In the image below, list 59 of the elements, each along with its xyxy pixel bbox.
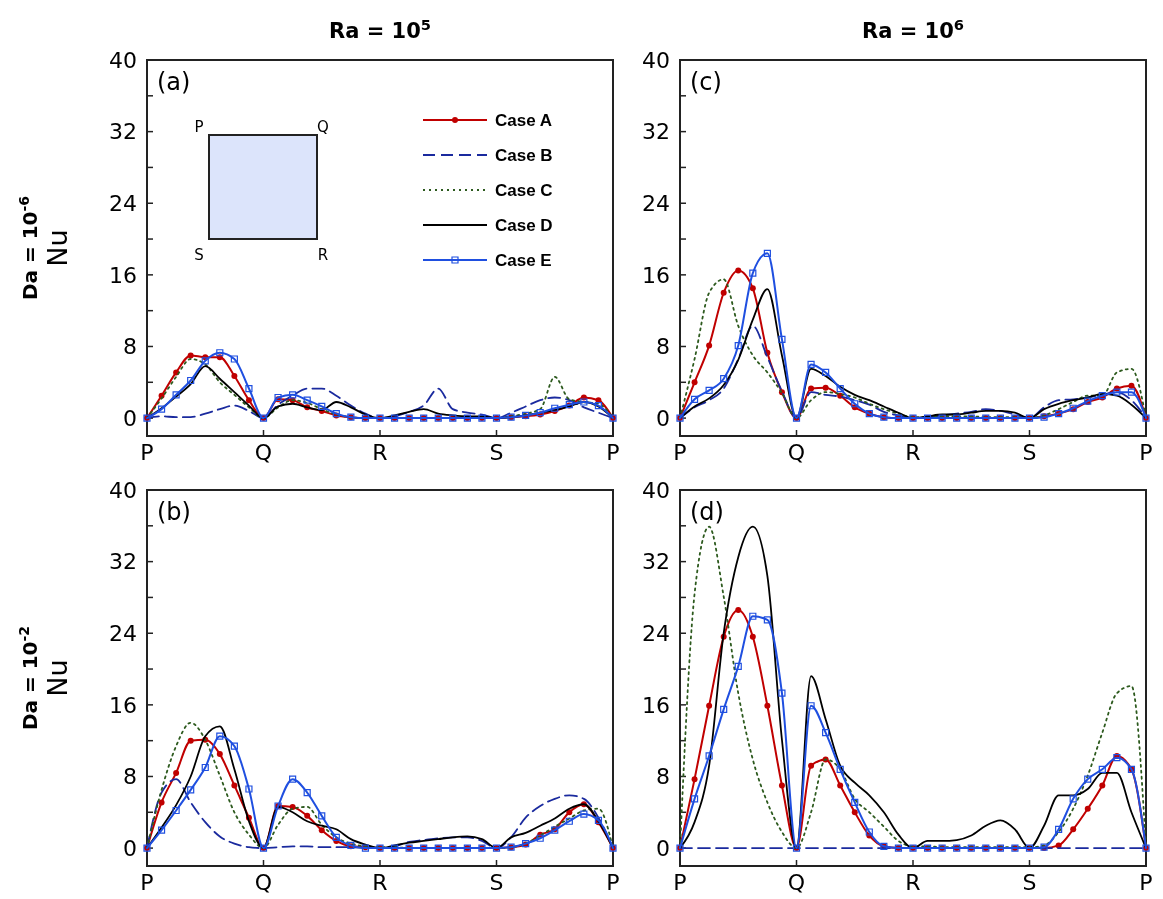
- y-tick-label: 8: [123, 764, 137, 790]
- x-tick-label: Q: [254, 440, 273, 465]
- legend-label: Case C: [495, 180, 553, 200]
- y-tick-label: 16: [109, 262, 137, 288]
- x-tick-label: R: [372, 870, 388, 895]
- x-tick-label: P: [606, 870, 620, 895]
- x-tick-label: S: [489, 440, 504, 465]
- y-tick-label: 8: [656, 764, 670, 790]
- annotation: (c): [690, 68, 722, 96]
- y-tick-label: 16: [642, 692, 670, 718]
- legend-label: Case E: [495, 250, 552, 270]
- y-tick-label: 40: [109, 477, 137, 503]
- y-tick-label: 0: [123, 405, 137, 431]
- annotation: P: [194, 118, 204, 136]
- y-tick-label: 16: [642, 262, 670, 288]
- x-tick-label: Q: [787, 440, 806, 465]
- annotation: Q: [317, 118, 329, 136]
- annotation: (b): [157, 498, 191, 526]
- chart-title: Ra = 10$^{6}$: [861, 15, 965, 43]
- annotation: R: [317, 246, 329, 264]
- y-tick-label: 0: [656, 405, 670, 431]
- x-tick-label: P: [140, 440, 154, 465]
- annotation: (a): [157, 68, 191, 96]
- x-tick-label: Q: [254, 870, 273, 895]
- y-tick-label: 0: [123, 835, 137, 861]
- x-tick-label: P: [673, 440, 687, 465]
- y-tick-label: 0: [656, 835, 670, 861]
- y-tick-label: 24: [109, 620, 137, 646]
- x-tick-label: P: [140, 870, 154, 895]
- annotation: S: [194, 246, 204, 264]
- y-tick-label: 40: [109, 47, 137, 73]
- chart-title: Ra = 10$^{5}$: [328, 15, 432, 43]
- legend-label: Case A: [495, 110, 553, 130]
- y-tick-label: 32: [109, 119, 137, 145]
- x-tick-label: R: [905, 870, 921, 895]
- x-tick-label: R: [372, 440, 388, 465]
- y-tick-label: 8: [656, 334, 670, 360]
- y-tick-label: 32: [642, 549, 670, 575]
- y-tick-label: 40: [642, 477, 670, 503]
- x-tick-label: R: [905, 440, 921, 465]
- y-tick-label: 32: [642, 119, 670, 145]
- y-tick-label: 24: [642, 190, 670, 216]
- x-tick-label: S: [1022, 870, 1037, 895]
- annotation: (d): [690, 498, 724, 526]
- y-tick-label: 24: [642, 620, 670, 646]
- x-tick-label: P: [1139, 440, 1153, 465]
- x-tick-label: P: [1139, 870, 1153, 895]
- x-tick-label: S: [489, 870, 504, 895]
- x-tick-label: P: [606, 440, 620, 465]
- y-tick-label: 8: [123, 334, 137, 360]
- y-tick-label: 16: [109, 692, 137, 718]
- x-tick-label: S: [1022, 440, 1037, 465]
- legend-label: Case D: [495, 215, 553, 235]
- y-tick-label: 32: [109, 549, 137, 575]
- x-tick-label: P: [673, 870, 687, 895]
- y-tick-label: 24: [109, 190, 137, 216]
- legend-label: Case B: [495, 145, 553, 165]
- y-tick-label: 40: [642, 47, 670, 73]
- x-tick-label: Q: [787, 870, 806, 895]
